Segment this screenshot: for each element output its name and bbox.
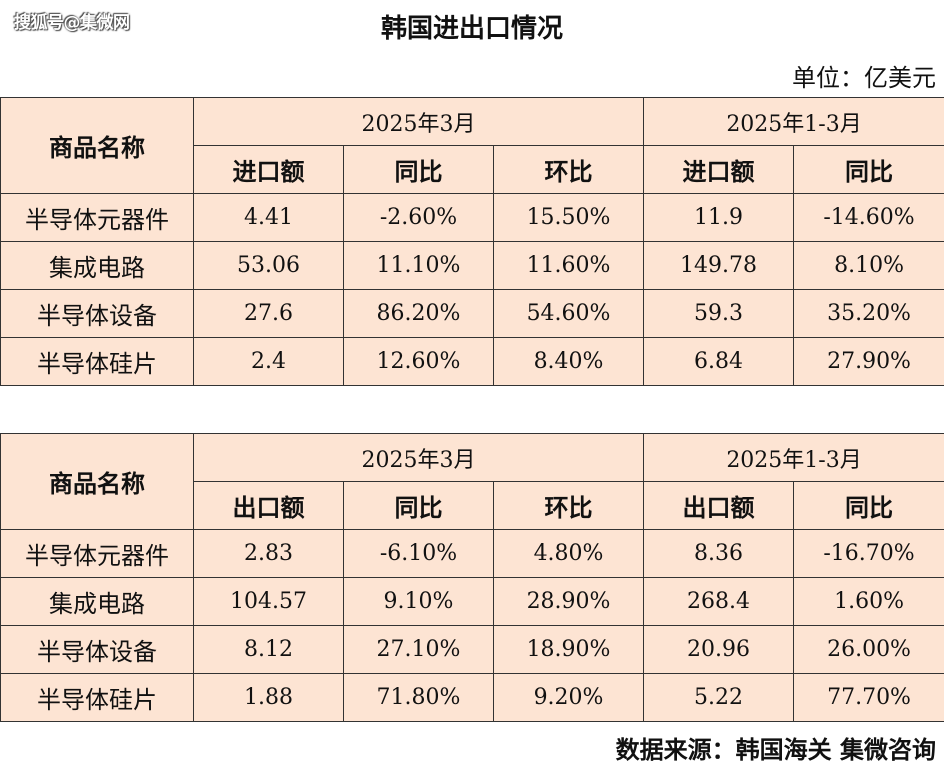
row-name: 半导体硅片	[0, 673, 194, 722]
col-header-yoy: 同比	[343, 145, 494, 194]
cell-value-ytd: 5.22	[643, 673, 795, 722]
period-header-month: 2025年3月	[192, 97, 645, 146]
cell-value: 2.83	[193, 529, 344, 578]
table-row: 半导体硅片 1.88 71.80% 9.20% 5.22 77.70%	[0, 673, 944, 722]
cell-yoy-ytd: 27.90%	[793, 337, 944, 386]
cell-value-ytd: 149.78	[643, 241, 795, 290]
cell-yoy-ytd: 8.10%	[793, 241, 944, 290]
cell-mom: 54.60%	[492, 289, 645, 338]
cell-yoy: 71.80%	[343, 673, 494, 722]
cell-value-ytd: 59.3	[643, 289, 795, 338]
row-name: 半导体元器件	[0, 193, 194, 242]
cell-mom: 9.20%	[492, 673, 645, 722]
row-name: 半导体设备	[0, 289, 194, 338]
table-row: 半导体设备 27.6 86.20% 54.60% 59.3 35.20%	[0, 289, 944, 338]
cell-mom: 15.50%	[492, 193, 645, 242]
cell-yoy-ytd: 26.00%	[793, 625, 944, 674]
cell-yoy-ytd: -14.60%	[793, 193, 944, 242]
period-header-quarter: 2025年1-3月	[643, 97, 944, 146]
col-header-export-value-ytd: 出口额	[643, 481, 795, 530]
table-row: 半导体设备 8.12 27.10% 18.90% 20.96 26.00%	[0, 625, 944, 674]
cell-value-ytd: 8.36	[643, 529, 795, 578]
col-header-mom: 环比	[492, 145, 645, 194]
row-name: 半导体设备	[0, 625, 194, 674]
cell-yoy-ytd: 1.60%	[793, 577, 944, 626]
cell-yoy: 12.60%	[343, 337, 494, 386]
col-header-export-value: 出口额	[193, 481, 344, 530]
row-name: 半导体硅片	[0, 337, 194, 386]
cell-value: 4.41	[193, 193, 344, 242]
table-row: 半导体硅片 2.4 12.60% 8.40% 6.84 27.90%	[0, 337, 944, 386]
cell-mom: 4.80%	[492, 529, 645, 578]
cell-yoy: 11.10%	[343, 241, 494, 290]
name-header: 商品名称	[0, 97, 194, 194]
period-header-quarter: 2025年1-3月	[643, 433, 944, 482]
cell-yoy: -2.60%	[343, 193, 494, 242]
page-title: 韩国进出口情况	[380, 14, 563, 44]
cell-mom: 28.90%	[492, 577, 645, 626]
table-row: 半导体元器件 4.41 -2.60% 15.50% 11.9 -14.60%	[0, 193, 944, 242]
col-header-import-value: 进口额	[193, 145, 344, 194]
col-header-yoy-ytd: 同比	[793, 145, 944, 194]
cell-value-ytd: 11.9	[643, 193, 795, 242]
cell-mom: 8.40%	[492, 337, 645, 386]
cell-yoy-ytd: 77.70%	[793, 673, 944, 722]
cell-mom: 11.60%	[492, 241, 645, 290]
cell-yoy-ytd: -16.70%	[793, 529, 944, 578]
name-header: 商品名称	[0, 433, 194, 530]
cell-mom: 18.90%	[492, 625, 645, 674]
import-table: 商品名称 2025年3月 2025年1-3月 进口额 同比 环比 进口额 同比 …	[0, 97, 944, 386]
table-row: 集成电路 53.06 11.10% 11.60% 149.78 8.10%	[0, 241, 944, 290]
cell-value: 53.06	[193, 241, 344, 290]
cell-value: 2.4	[193, 337, 344, 386]
row-name: 集成电路	[0, 577, 194, 626]
source-note: 数据来源：韩国海关 集微咨询	[615, 735, 936, 764]
table-row: 半导体元器件 2.83 -6.10% 4.80% 8.36 -16.70%	[0, 529, 944, 578]
col-header-yoy-ytd: 同比	[793, 481, 944, 530]
period-header-month: 2025年3月	[192, 433, 645, 482]
export-table: 商品名称 2025年3月 2025年1-3月 出口额 同比 环比 出口额 同比 …	[0, 433, 944, 722]
cell-yoy-ytd: 35.20%	[793, 289, 944, 338]
cell-value-ytd: 6.84	[643, 337, 795, 386]
col-header-yoy: 同比	[343, 481, 494, 530]
cell-value-ytd: 268.4	[643, 577, 795, 626]
cell-yoy: 27.10%	[343, 625, 494, 674]
cell-yoy: 9.10%	[343, 577, 494, 626]
watermark: 搜狐号@集微网	[14, 13, 130, 33]
cell-yoy: 86.20%	[343, 289, 494, 338]
cell-value: 1.88	[193, 673, 344, 722]
unit-label: 单位：亿美元	[792, 64, 936, 92]
cell-value: 8.12	[193, 625, 344, 674]
col-header-import-value-ytd: 进口额	[643, 145, 795, 194]
col-header-mom: 环比	[492, 481, 645, 530]
cell-value: 104.57	[193, 577, 344, 626]
row-name: 集成电路	[0, 241, 194, 290]
cell-value-ytd: 20.96	[643, 625, 795, 674]
table-row: 集成电路 104.57 9.10% 28.90% 268.4 1.60%	[0, 577, 944, 626]
row-name: 半导体元器件	[0, 529, 194, 578]
cell-yoy: -6.10%	[343, 529, 494, 578]
cell-value: 27.6	[193, 289, 344, 338]
